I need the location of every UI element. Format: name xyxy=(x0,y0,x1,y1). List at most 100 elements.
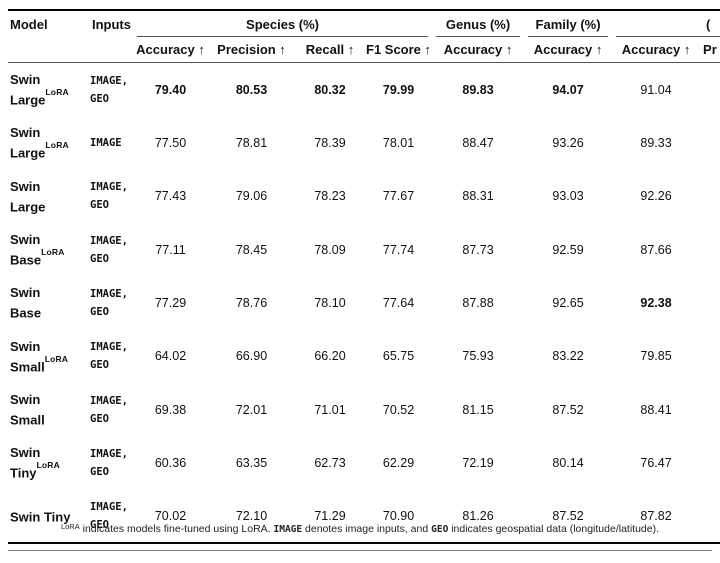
accuracy-4-value: 79.85 xyxy=(640,349,672,364)
column-header-accuracy-4: Accuracy ↑ xyxy=(612,39,701,63)
footnote-geo-token: GEO xyxy=(431,524,449,535)
model-name: Swin Tiny xyxy=(10,445,41,481)
clipped-value-cell xyxy=(700,170,720,223)
accuracy-4-value: 89.33 xyxy=(640,135,672,150)
table-row: Swin TinyLoRA IMAGE, GEO 60.36 63.35 62.… xyxy=(8,436,720,489)
table-row: Swin LargeLoRA IMAGE 77.50 78.81 78.39 7… xyxy=(8,116,720,169)
species-accuracy-value: 69.38 xyxy=(154,402,187,417)
model-lora-sup: LoRA xyxy=(41,246,65,257)
species-accuracy-value: 64.02 xyxy=(154,349,187,364)
column-header-model: Model xyxy=(8,10,90,63)
species-precision-value: 79.06 xyxy=(235,189,268,204)
group-header-family: Family (%) xyxy=(524,10,612,39)
model-lora-sup: LoRA xyxy=(45,140,69,151)
table-header: Model Inputs Species (%) Genus (%) Famil… xyxy=(8,10,720,63)
genus-accuracy-value: 89.83 xyxy=(462,82,494,97)
clipped-value-cell xyxy=(700,436,720,489)
model-name: Swin Large xyxy=(10,72,46,108)
family-accuracy-value: 92.65 xyxy=(552,295,584,310)
genus-accuracy-value: 72.19 xyxy=(462,455,494,470)
model-inputs: IMAGE, GEO xyxy=(90,287,128,318)
model-inputs: IMAGE xyxy=(90,136,122,149)
species-f1-value: 65.75 xyxy=(382,349,415,364)
model-inputs: IMAGE, GEO xyxy=(90,234,128,265)
genus-accuracy-value: 87.88 xyxy=(462,295,494,310)
model-name-cell: Swin Small xyxy=(8,383,90,436)
species-precision-value: 78.45 xyxy=(235,242,268,257)
model-name-cell: Swin LargeLoRA xyxy=(8,63,90,117)
table-row: Swin Tiny IMAGE, GEO 70.02 72.10 71.29 7… xyxy=(8,489,720,544)
species-accuracy-value: 70.02 xyxy=(133,489,208,544)
accuracy-4-value: 88.41 xyxy=(640,402,672,417)
model-name: Swin Base xyxy=(10,231,42,268)
accuracy-4-value: 87.66 xyxy=(640,242,672,257)
model-name-cell: Swin TinyLoRA xyxy=(8,436,90,489)
table-row: Swin Base IMAGE, GEO 77.29 78.76 78.10 7… xyxy=(8,276,720,329)
table-footnote: LoRA indicates models fine-tuned using L… xyxy=(8,522,712,537)
species-f1-value: 77.74 xyxy=(382,242,415,257)
genus-accuracy-value: 81.26 xyxy=(432,489,525,544)
accuracy-4-value: 92.26 xyxy=(640,189,672,204)
species-f1-value: 62.29 xyxy=(382,455,415,470)
model-inputs: IMAGE, GEO xyxy=(90,447,128,478)
column-header-species-f1: F1 Score ↑ xyxy=(365,39,433,63)
footnote-text: indicates models fine-tuned using LoRA. xyxy=(79,523,274,535)
family-accuracy-value: 92.59 xyxy=(552,242,584,257)
species-accuracy-value: 79.40 xyxy=(154,82,187,97)
species-f1-value: 70.52 xyxy=(382,402,415,417)
species-precision-value: 72.10 xyxy=(208,489,295,544)
species-precision-value: 78.76 xyxy=(235,295,268,310)
model-inputs: IMAGE, GEO xyxy=(90,489,133,544)
family-accuracy-value: 87.52 xyxy=(552,402,584,417)
table-row: Swin BaseLoRA IMAGE, GEO 77.11 78.45 78.… xyxy=(8,223,720,276)
model-name: Swin Small xyxy=(10,338,45,374)
table-row: Swin LargeLoRA IMAGE, GEO 79.40 80.53 80… xyxy=(8,63,720,117)
column-header-inputs: Inputs xyxy=(90,10,133,63)
bottom-page-rule xyxy=(8,550,712,551)
model-name: Swin Large xyxy=(10,178,46,214)
species-f1-value: 77.64 xyxy=(382,295,415,310)
model-inputs: IMAGE, GEO xyxy=(90,181,128,212)
family-accuracy-value: 87.52 xyxy=(524,489,613,544)
model-lora-sup: LoRA xyxy=(36,460,60,471)
genus-accuracy-value: 88.47 xyxy=(462,135,494,150)
accuracy-4-value: 92.38 xyxy=(640,295,672,310)
model-name-cell: Swin Tiny xyxy=(8,489,90,544)
species-recall-value: 78.23 xyxy=(314,189,346,204)
species-precision-value: 66.90 xyxy=(235,349,268,364)
accuracy-4-value: 87.82 xyxy=(612,489,701,544)
clipped-value-cell xyxy=(700,489,720,544)
species-accuracy-value: 77.50 xyxy=(154,135,187,150)
group-header-genus: Genus (%) xyxy=(432,10,524,39)
table-row: Swin Small IMAGE, GEO 69.38 72.01 71.01 … xyxy=(8,383,720,436)
model-name: Swin Large xyxy=(10,125,46,161)
species-recall-value: 78.39 xyxy=(314,135,346,150)
clipped-value-cell xyxy=(700,330,720,383)
group-header-clipped: ( xyxy=(612,10,720,39)
family-accuracy-value: 94.07 xyxy=(552,82,584,97)
species-recall-value: 62.73 xyxy=(314,455,346,470)
model-name-cell: Swin Base xyxy=(8,276,90,329)
column-header-species-accuracy: Accuracy ↑ xyxy=(133,39,208,63)
species-precision-value: 63.35 xyxy=(235,455,268,470)
model-name-cell: Swin BaseLoRA xyxy=(8,223,90,276)
model-name: Swin Base xyxy=(10,285,42,321)
species-f1-value: 70.90 xyxy=(365,489,433,544)
genus-accuracy-value: 81.15 xyxy=(462,402,494,417)
family-accuracy-value: 80.14 xyxy=(552,455,584,470)
species-f1-value: 78.01 xyxy=(382,135,415,150)
group-header-species: Species (%) xyxy=(133,10,432,39)
clipped-value-cell xyxy=(700,116,720,169)
model-name-cell: Swin LargeLoRA xyxy=(8,116,90,169)
model-name: Swin Tiny xyxy=(10,509,71,525)
table-row: Swin Large IMAGE, GEO 77.43 79.06 78.23 … xyxy=(8,170,720,223)
species-recall-value: 66.20 xyxy=(314,349,346,364)
model-lora-sup: LoRA xyxy=(45,87,69,97)
model-name-cell: Swin Large xyxy=(8,170,90,223)
species-accuracy-value: 77.29 xyxy=(154,295,187,310)
table-body: Swin LargeLoRA IMAGE, GEO 79.40 80.53 80… xyxy=(8,63,720,544)
footnote-lora-sup: LoRA xyxy=(60,522,80,531)
family-accuracy-value: 83.22 xyxy=(552,349,584,364)
column-header-genus-accuracy: Accuracy ↑ xyxy=(432,39,525,63)
